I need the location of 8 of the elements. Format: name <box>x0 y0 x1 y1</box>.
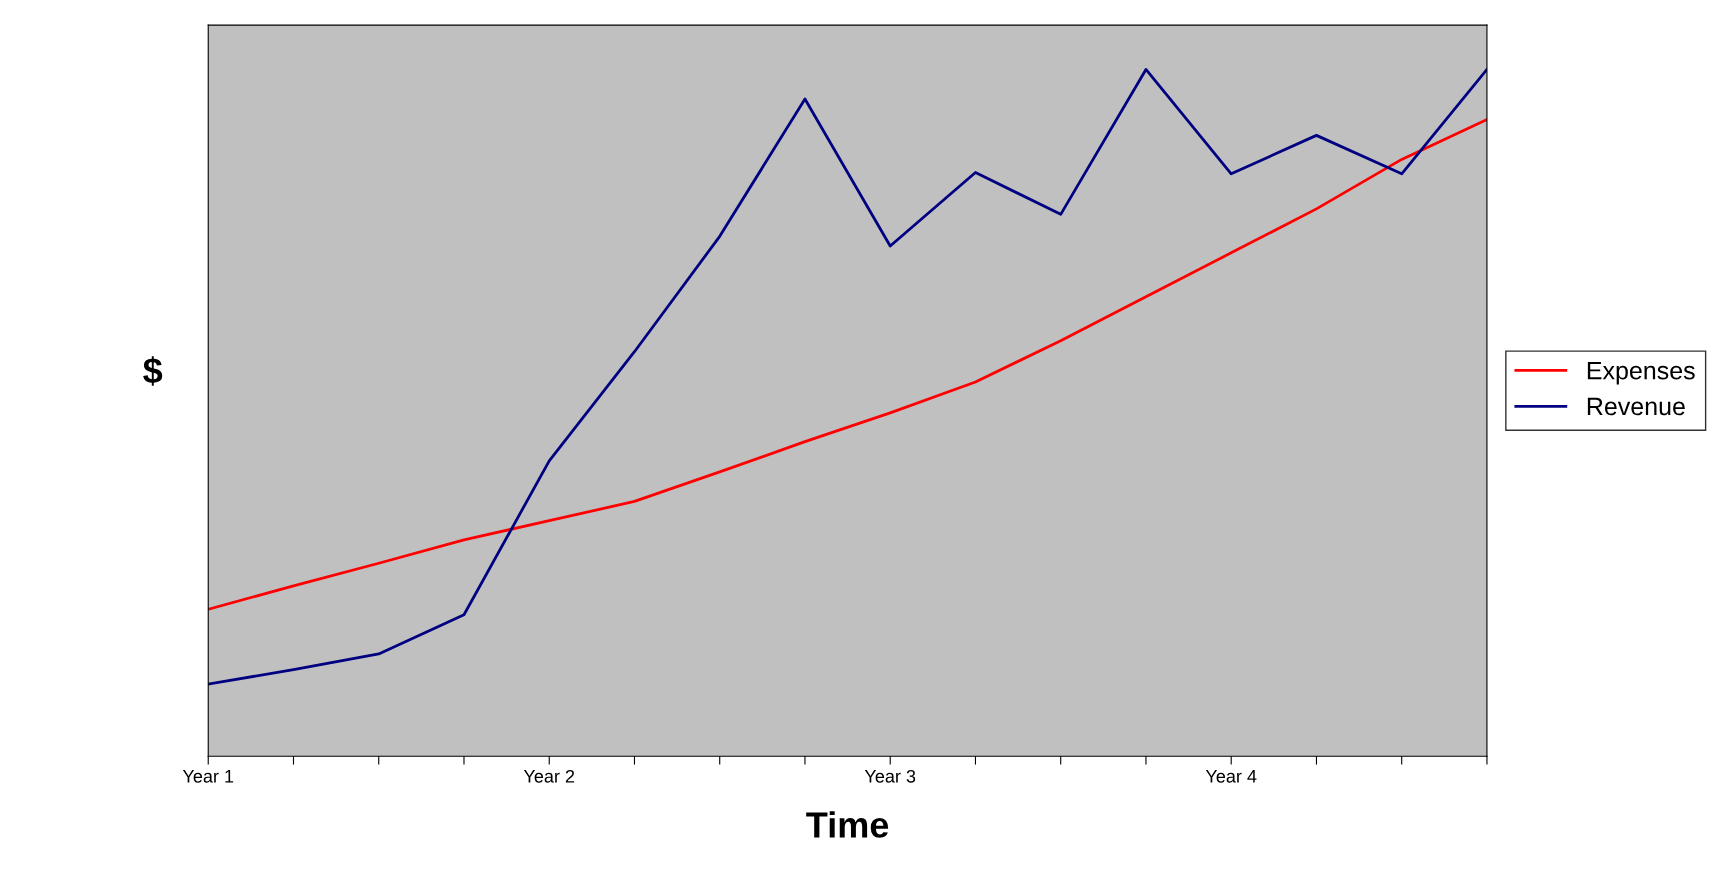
legend-label: Expenses <box>1587 362 1695 385</box>
x-axis-title: Time <box>806 811 889 838</box>
x-tick-label: Year 1 <box>182 770 234 783</box>
x-tick-label: Year 3 <box>864 769 916 783</box>
legend-label: Revenue <box>1587 397 1685 416</box>
x-tick-label: Year 2 <box>523 769 575 783</box>
y-axis-title: $ <box>143 356 163 386</box>
x-tick-label: Year 4 <box>1205 770 1257 783</box>
